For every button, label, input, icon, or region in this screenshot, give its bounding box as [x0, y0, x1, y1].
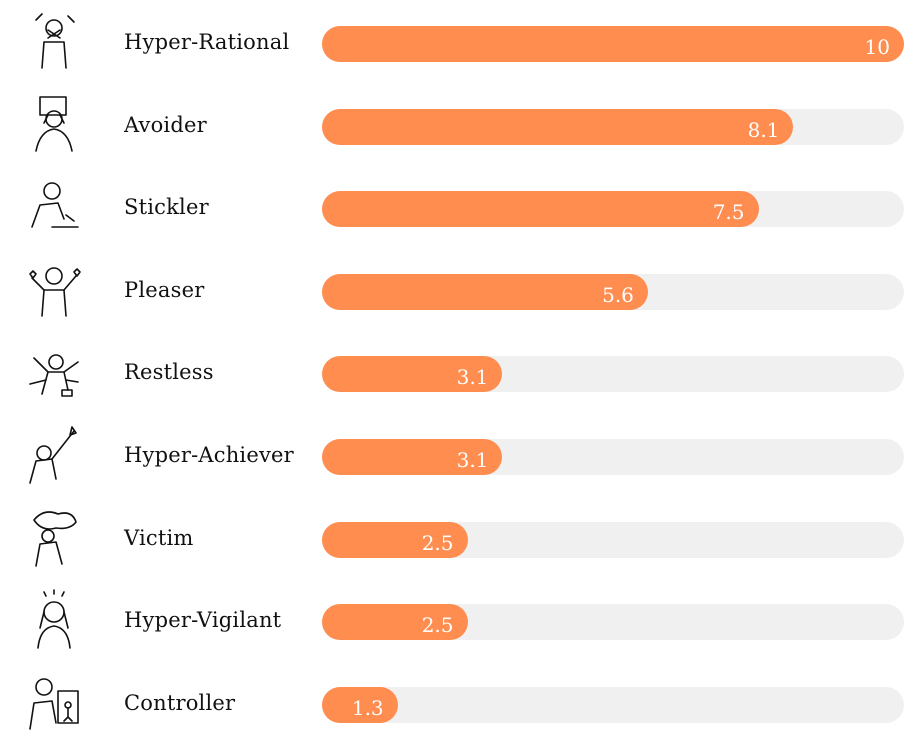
controller-illustration-icon	[22, 671, 86, 735]
bar-row: Hyper-Vigilant 2.5	[0, 578, 924, 661]
category-label: Stickler	[124, 195, 209, 220]
value-label: 2.5	[421, 530, 454, 555]
bar: 3.1	[322, 356, 503, 393]
category-label: Pleaser	[124, 277, 205, 302]
hyper-vigilant-illustration-icon	[22, 588, 86, 652]
bar-row: Restless 3.1	[0, 330, 924, 413]
bar: 5.6	[322, 273, 648, 310]
category-label: Restless	[124, 360, 214, 385]
value-label: 3.1	[456, 365, 489, 390]
bar-track: 2.5	[322, 521, 904, 558]
bar: 1.3	[322, 686, 398, 723]
hyper-achiever-illustration-icon	[22, 423, 86, 487]
category-label: Controller	[124, 690, 236, 715]
pleaser-illustration-icon	[22, 258, 86, 322]
hyper-rational-illustration-icon	[22, 10, 86, 74]
value-label: 5.6	[602, 282, 634, 307]
bar-track: 7.5	[322, 191, 904, 228]
category-label: Hyper-Rational	[124, 30, 290, 54]
bar: 7.5	[322, 191, 759, 228]
category-label: Hyper-Achiever	[124, 443, 294, 467]
victim-illustration-icon	[22, 506, 86, 570]
value-label: 1.3	[351, 695, 384, 720]
category-label: Hyper-Vigilant	[124, 608, 282, 633]
bar-track: 3.1	[322, 356, 904, 393]
bar: 8.1	[322, 108, 794, 145]
category-label: Avoider	[124, 112, 207, 137]
bar-track: 5.6	[322, 273, 904, 310]
bar: 10	[322, 26, 904, 62]
bar-row: Victim 2.5	[0, 496, 924, 579]
value-label: 8.1	[747, 117, 780, 142]
bar-row: Controller 1.3	[0, 661, 924, 744]
restless-illustration-icon	[22, 340, 86, 404]
bar-row: Stickler 7.5	[0, 165, 924, 248]
value-label: 10	[864, 35, 890, 59]
bar: 2.5	[322, 521, 468, 558]
value-label: 2.5	[421, 613, 454, 638]
bar-row: Hyper-Rational 10	[0, 0, 924, 83]
bar-track: 2.5	[322, 604, 904, 641]
bar-track: 10	[322, 26, 904, 62]
bar: 3.1	[322, 439, 503, 475]
value-label: 7.5	[712, 200, 745, 225]
bar-track: 8.1	[322, 108, 904, 145]
bar-row: Pleaser 5.6	[0, 248, 924, 331]
value-label: 3.1	[456, 448, 489, 472]
bar-row: Hyper-Achiever 3.1	[0, 413, 924, 496]
bar: 2.5	[322, 604, 468, 641]
stickler-illustration-icon	[22, 175, 86, 239]
bar-track: 3.1	[322, 439, 904, 475]
category-label: Victim	[124, 525, 194, 550]
bar-row: Avoider 8.1	[0, 83, 924, 166]
bar-track: 1.3	[322, 686, 904, 723]
avoider-illustration-icon	[22, 93, 86, 157]
